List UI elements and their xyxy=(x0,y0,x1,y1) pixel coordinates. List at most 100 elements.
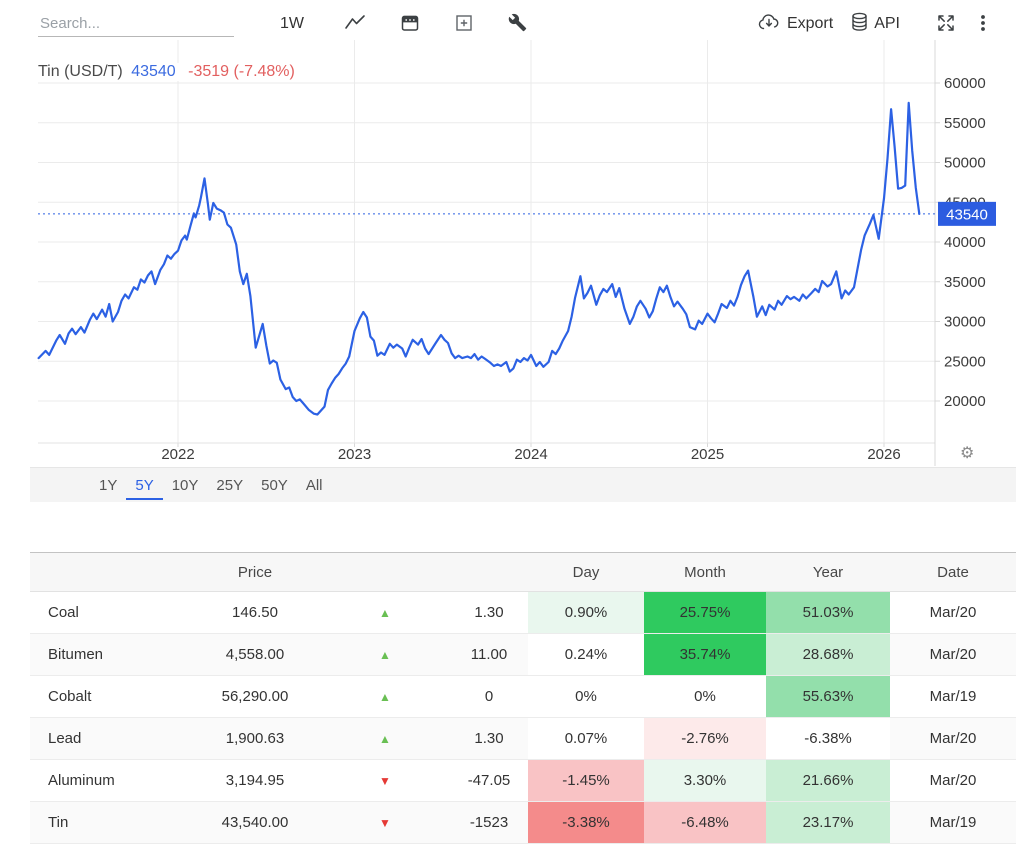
calendar-icon xyxy=(400,13,420,36)
change-cell: 1.30 xyxy=(474,604,504,621)
chart-title: Tin (USD/T) 43540 -3519 (-7.48%) xyxy=(38,63,301,81)
api-button[interactable]: API xyxy=(851,12,900,37)
day-percent-cell: 0.24% xyxy=(528,634,644,675)
down-arrow-icon: ▼ xyxy=(379,773,391,788)
table-row-cobalt[interactable]: Cobalt 56,290.00 ▲ 0 0% 0% 55.63% Mar/19 xyxy=(30,676,1016,718)
export-label: Export xyxy=(786,15,834,32)
column-header-date: Date xyxy=(937,563,969,581)
table-row-bitumen[interactable]: Bitumen 4,558.00 ▲ 11.00 0.24% 35.74% 28.68% Ma… xyxy=(30,634,1016,676)
commodity-name-link[interactable]: Aluminum xyxy=(48,772,115,789)
column-header-month: Month xyxy=(684,563,726,581)
date-cell: Mar/20 xyxy=(929,772,977,789)
database-icon xyxy=(851,12,868,37)
api-label: API xyxy=(874,15,900,32)
y-axis-label: 30000 xyxy=(944,314,986,331)
chart-widget: 2022202320242025202660000550005000045000… xyxy=(30,0,1016,503)
column-header-year: Year xyxy=(812,563,844,581)
up-arrow-icon: ▲ xyxy=(379,605,391,620)
table-header-row: Price Day Month Year Date xyxy=(30,552,1016,592)
price-cell: 4,558.00 xyxy=(225,646,285,663)
price-cell: 1,900.63 xyxy=(225,730,285,747)
chart-title-price: 43540 xyxy=(131,63,176,80)
search-input[interactable] xyxy=(38,11,234,37)
month-percent-cell: 0% xyxy=(644,676,766,717)
month-percent-cell: 35.74% xyxy=(644,634,766,675)
year-percent-cell: -6.38% xyxy=(766,718,890,759)
date-cell: Mar/19 xyxy=(929,814,977,831)
table-row-aluminum[interactable]: Aluminum 3,194.95 ▼ -47.05 -1.45% 3.30% 21.66%… xyxy=(30,760,1016,802)
chart-toolbar: 1W xyxy=(30,0,1016,48)
date-cell: Mar/20 xyxy=(929,646,977,663)
fullscreen-icon xyxy=(936,13,956,36)
tools-button[interactable] xyxy=(508,13,527,35)
year-percent-cell: 21.66% xyxy=(766,760,890,801)
year-percent-cell: 51.03% xyxy=(766,592,890,633)
chart-title-change: -3519 (-7.48%) xyxy=(188,63,295,80)
day-percent-cell: 0.07% xyxy=(528,718,644,759)
down-arrow-icon: ▼ xyxy=(379,815,391,830)
x-axis-label: 2025 xyxy=(691,446,724,463)
table-row-lead[interactable]: Lead 1,900.63 ▲ 1.30 0.07% -2.76% -6.38% Mar/20 xyxy=(30,718,1016,760)
x-axis-label: 2022 xyxy=(161,446,194,463)
month-percent-cell: 25.75% xyxy=(644,592,766,633)
chart-settings-gear-icon[interactable]: ⚙ xyxy=(960,445,975,462)
x-axis-label: 2024 xyxy=(514,446,547,463)
change-cell: 11.00 xyxy=(470,646,508,663)
fullscreen-button[interactable] xyxy=(936,13,956,35)
y-axis-label: 50000 xyxy=(944,155,986,172)
date-cell: Mar/19 xyxy=(929,688,977,705)
calendar-button[interactable] xyxy=(400,13,420,35)
table-body: Coal 146.50 ▲ 1.30 0.90% 25.75% 51.03% Mar/20 Bi… xyxy=(30,592,1016,844)
price-badge xyxy=(938,201,996,226)
column-header-price: Price xyxy=(237,563,273,581)
y-axis-label: 55000 xyxy=(944,115,986,132)
interval-button[interactable]: 1W xyxy=(274,14,310,34)
table-row-tin[interactable]: Tin 43,540.00 ▼ -1523 -3.38% -6.48% 23.17% Mar/… xyxy=(30,802,1016,844)
y-axis-label: 25000 xyxy=(944,353,986,370)
year-percent-cell: 23.17% xyxy=(766,802,890,843)
range-button-25y[interactable]: 25Y xyxy=(207,471,252,500)
commodity-name-link[interactable]: Tin xyxy=(48,814,69,831)
add-compare-icon xyxy=(454,13,474,36)
chart-canvas[interactable]: 2022202320242025202660000550005000045000… xyxy=(30,40,1016,466)
range-button-5y[interactable]: 5Y xyxy=(126,471,163,500)
toolbar-right-group: Export API xyxy=(757,12,1016,37)
y-axis-label: 40000 xyxy=(944,234,986,251)
price-cell: 56,290.00 xyxy=(221,688,289,705)
range-bar: 1Y 5Y 10Y 25Y 50Y All xyxy=(30,467,1016,502)
change-cell: 1.30 xyxy=(474,730,504,747)
month-percent-cell: -6.48% xyxy=(644,802,766,843)
date-cell: Mar/20 xyxy=(929,604,977,621)
day-percent-cell: -1.45% xyxy=(528,760,644,801)
price-cell: 3,194.95 xyxy=(225,772,285,789)
kebab-menu-icon xyxy=(980,13,986,36)
y-axis-label: 60000 xyxy=(944,75,986,92)
commodities-table: Price Day Month Year Date Coal 146.50 ▲ 1.30 0.9… xyxy=(30,552,1016,844)
range-button-all[interactable]: All xyxy=(297,471,332,500)
table-row-coal[interactable]: Coal 146.50 ▲ 1.30 0.90% 25.75% 51.03% Mar/20 xyxy=(30,592,1016,634)
range-button-50y[interactable]: 50Y xyxy=(252,471,297,500)
x-axis-label: 2026 xyxy=(867,446,900,463)
chart-type-button[interactable] xyxy=(344,13,366,35)
commodity-name-link[interactable]: Lead xyxy=(48,730,82,747)
export-button[interactable]: Export xyxy=(757,13,833,36)
price-line-series xyxy=(37,101,921,416)
cloud-download-icon xyxy=(757,13,781,36)
price-cell: 43,540.00 xyxy=(221,814,289,831)
chart-title-label: Tin (USD/T) xyxy=(38,63,123,80)
wrench-icon xyxy=(508,13,527,35)
commodity-name-link[interactable]: Bitumen xyxy=(48,646,104,663)
commodity-name-link[interactable]: Cobalt xyxy=(48,688,92,705)
up-arrow-icon: ▲ xyxy=(379,647,391,662)
day-percent-cell: -3.38% xyxy=(528,802,644,843)
compare-button[interactable] xyxy=(454,13,474,35)
range-button-1y[interactable]: 1Y xyxy=(90,471,126,500)
month-percent-cell: -2.76% xyxy=(644,718,766,759)
change-cell: -47.05 xyxy=(467,772,511,789)
up-arrow-icon: ▲ xyxy=(379,689,391,704)
range-button-10y[interactable]: 10Y xyxy=(163,471,208,500)
column-header-day: Day xyxy=(572,563,600,581)
commodity-name-link[interactable]: Coal xyxy=(48,604,79,621)
y-axis-label: 35000 xyxy=(944,274,986,291)
more-options-button[interactable] xyxy=(980,13,986,35)
